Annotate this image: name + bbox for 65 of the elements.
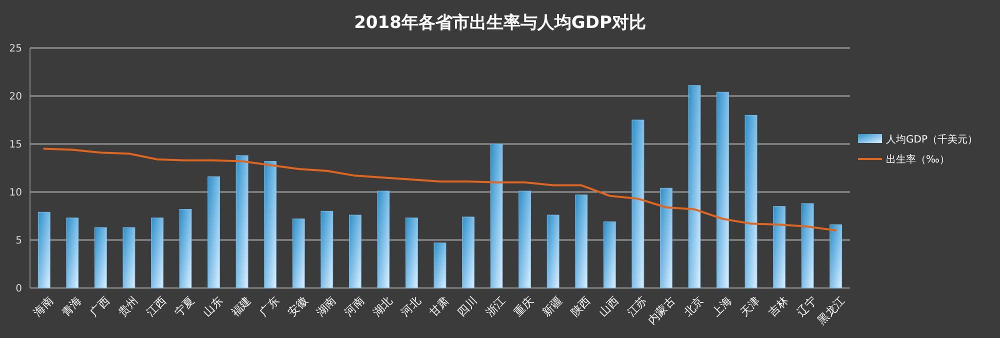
bar — [179, 209, 192, 288]
x-tick-label: 青海 — [59, 294, 84, 320]
x-tick-label: 福建 — [228, 294, 254, 320]
x-tick-label: 甘肃 — [426, 294, 452, 320]
bar — [490, 144, 503, 288]
y-tick-label: 0 — [16, 284, 22, 294]
bar — [236, 155, 248, 288]
x-tick-label: 宁夏 — [172, 294, 198, 320]
bar — [264, 161, 277, 288]
legend-label: 人均GDP（千美元） — [886, 134, 978, 146]
bar — [716, 92, 729, 288]
bar — [122, 227, 136, 288]
x-tick-label: 吉林 — [766, 294, 791, 320]
x-tick-label: 黑龙江 — [814, 294, 848, 327]
bar — [575, 194, 588, 288]
bar — [632, 120, 644, 288]
bar — [348, 214, 362, 288]
bar — [292, 218, 305, 288]
bar — [151, 218, 164, 288]
bar — [462, 216, 474, 288]
bar — [830, 224, 842, 288]
y-tick-label: 25 — [9, 44, 22, 54]
x-tick-label: 江西 — [144, 294, 169, 320]
x-tick-label: 河北 — [398, 294, 424, 320]
bar — [434, 242, 446, 288]
x-tick-label: 河南 — [342, 294, 367, 320]
bar — [688, 85, 701, 288]
x-tick-label: 安徽 — [285, 294, 310, 320]
line-series — [43, 148, 837, 232]
x-tick-label: 海南 — [30, 294, 56, 320]
x-tick-label: 山西 — [596, 294, 622, 320]
bar — [660, 188, 672, 288]
bar — [603, 222, 616, 288]
x-tick-label: 广东 — [257, 294, 282, 320]
bar — [66, 218, 79, 288]
bar — [744, 114, 758, 288]
bar — [546, 214, 560, 288]
x-tick-label: 天津 — [738, 294, 763, 320]
bar — [320, 210, 334, 288]
bar — [518, 190, 532, 288]
x-tick-label: 广西 — [88, 294, 112, 320]
bar — [208, 176, 220, 288]
x-tick-label: 新疆 — [540, 294, 565, 320]
x-tick-label: 湖北 — [370, 294, 396, 320]
x-tick-label: 贵州 — [116, 294, 141, 320]
y-tick-label: 10 — [9, 188, 22, 198]
bar — [377, 190, 390, 288]
y-tick-label: 20 — [9, 92, 22, 102]
bar — [773, 206, 786, 288]
y-tick-label: 5 — [16, 236, 22, 246]
x-tick-label: 四川 — [455, 294, 480, 320]
chart-title: 2018年各省市出生率与人均GDP对比 — [354, 13, 646, 33]
bar — [406, 218, 418, 288]
x-tick-label: 重庆 — [512, 294, 536, 320]
x-tick-label: 北京 — [681, 294, 706, 320]
y-tick-label: 15 — [9, 140, 22, 150]
bar — [38, 212, 50, 288]
bar — [94, 227, 107, 288]
x-tick-label: 上海 — [710, 294, 734, 320]
bar — [801, 203, 814, 288]
legend-label: 出生率（‰） — [886, 154, 950, 166]
x-tick-label: 湖南 — [314, 294, 338, 320]
x-tick-label: 陕西 — [568, 294, 593, 320]
x-tick-label: 山东 — [200, 294, 226, 320]
x-tick-label: 浙江 — [483, 294, 508, 320]
